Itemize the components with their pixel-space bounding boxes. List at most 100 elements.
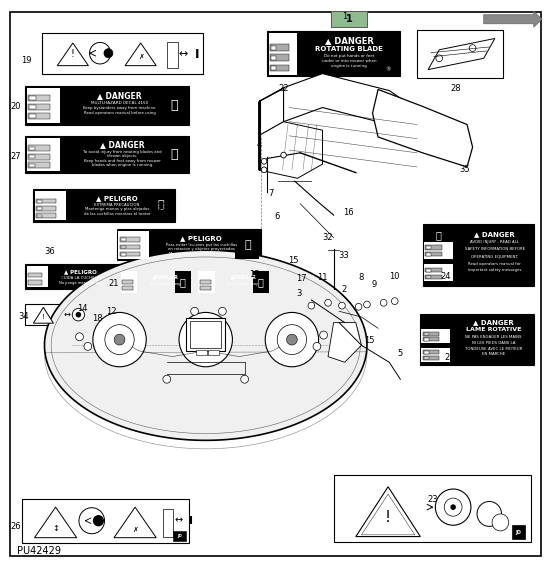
Bar — [173, 531, 186, 541]
Circle shape — [114, 334, 125, 345]
Bar — [425, 275, 442, 279]
Circle shape — [355, 303, 362, 310]
Bar — [331, 11, 367, 27]
Circle shape — [469, 45, 476, 52]
Bar — [200, 280, 211, 284]
Text: NI LES PIEDS DANS LA: NI LES PIEDS DANS LA — [472, 341, 515, 345]
Bar — [253, 271, 269, 293]
Bar — [121, 271, 137, 293]
Bar — [35, 191, 66, 220]
Bar — [271, 66, 276, 70]
Circle shape — [163, 375, 171, 383]
Text: 7: 7 — [268, 189, 274, 198]
Text: SAFETY INFORMATION BEFORE: SAFETY INFORMATION BEFORE — [465, 247, 525, 251]
Text: ®: ® — [385, 67, 391, 72]
Bar — [417, 30, 503, 78]
Bar — [270, 54, 289, 61]
Bar — [267, 31, 400, 76]
Text: engine is running: engine is running — [331, 64, 367, 68]
Bar — [198, 271, 215, 293]
Bar — [28, 273, 42, 277]
Text: MULTI-HAZARD DECAL 4150: MULTI-HAZARD DECAL 4150 — [91, 101, 148, 105]
Text: ↕: ↕ — [52, 524, 59, 533]
Bar — [423, 337, 439, 341]
Bar — [37, 200, 42, 203]
Text: 34: 34 — [18, 312, 29, 321]
Circle shape — [72, 308, 85, 321]
Text: EXTREMA PRECAUCION: EXTREMA PRECAUCION — [94, 203, 140, 207]
Text: Keep bystanders away from machine: Keep bystanders away from machine — [83, 106, 156, 110]
Text: 2: 2 — [341, 285, 346, 294]
Circle shape — [313, 342, 321, 350]
Bar — [421, 348, 450, 362]
Bar — [27, 88, 60, 123]
Text: 1: 1 — [346, 14, 353, 24]
Polygon shape — [34, 507, 77, 538]
Bar — [424, 264, 453, 281]
Bar — [29, 96, 36, 100]
Circle shape — [286, 334, 297, 345]
Bar — [424, 338, 429, 341]
Polygon shape — [57, 43, 88, 66]
Text: Para evitar lesiones por las cuchillas: Para evitar lesiones por las cuchillas — [166, 242, 237, 247]
Bar — [161, 138, 186, 171]
Circle shape — [191, 325, 220, 354]
Bar — [149, 191, 172, 220]
Circle shape — [477, 501, 502, 526]
Bar — [196, 350, 207, 355]
Circle shape — [76, 312, 81, 318]
Text: 🏃: 🏃 — [244, 240, 251, 250]
Text: 4: 4 — [257, 140, 262, 149]
Text: blades when engine is running.: blades when engine is running. — [92, 163, 153, 168]
Text: 🏃: 🏃 — [258, 277, 264, 288]
Bar — [271, 46, 276, 50]
Text: important safety messages.: important safety messages. — [468, 268, 522, 272]
Bar — [167, 42, 178, 68]
Bar — [122, 280, 133, 284]
Text: ▲ PELIGRO: ▲ PELIGRO — [96, 195, 138, 201]
Bar — [190, 321, 221, 348]
Bar — [197, 270, 270, 294]
Bar — [425, 252, 442, 256]
Text: 25: 25 — [444, 353, 454, 362]
Bar — [25, 86, 189, 125]
Text: !: ! — [71, 49, 75, 59]
Text: 16: 16 — [343, 208, 354, 217]
Text: 20: 20 — [11, 102, 21, 111]
Text: ✗: ✗ — [138, 54, 143, 60]
Polygon shape — [114, 507, 156, 538]
Bar — [42, 33, 203, 74]
Bar — [27, 266, 48, 287]
Bar — [186, 318, 225, 351]
Bar — [161, 88, 186, 123]
Polygon shape — [356, 487, 420, 537]
Polygon shape — [484, 11, 542, 27]
Bar — [29, 155, 35, 158]
Text: ▲DANGER: ▲DANGER — [230, 275, 256, 280]
Text: 23: 23 — [427, 495, 438, 504]
Circle shape — [380, 299, 387, 306]
Text: 26: 26 — [10, 522, 21, 531]
Polygon shape — [284, 74, 423, 139]
Bar — [29, 147, 35, 150]
Text: ▲ DANGER: ▲ DANGER — [474, 231, 515, 237]
Polygon shape — [125, 43, 156, 66]
Bar — [269, 33, 297, 75]
Bar — [334, 475, 531, 542]
Text: 🏃: 🏃 — [436, 230, 441, 240]
Circle shape — [265, 312, 319, 367]
Text: ▲ DANGER: ▲ DANGER — [325, 36, 374, 45]
Bar — [36, 206, 56, 211]
Circle shape — [241, 375, 249, 383]
Text: 🏃: 🏃 — [170, 148, 178, 161]
Bar — [37, 215, 42, 217]
Text: I: I — [188, 516, 193, 526]
Text: 24: 24 — [441, 272, 451, 281]
Bar — [118, 231, 149, 259]
Text: thrown objects.: thrown objects. — [107, 154, 137, 158]
Text: 6: 6 — [274, 212, 280, 221]
Text: PU42429: PU42429 — [17, 546, 61, 556]
Text: Read operators manual before using: Read operators manual before using — [83, 110, 156, 115]
Bar — [423, 224, 534, 286]
Bar — [424, 351, 429, 354]
